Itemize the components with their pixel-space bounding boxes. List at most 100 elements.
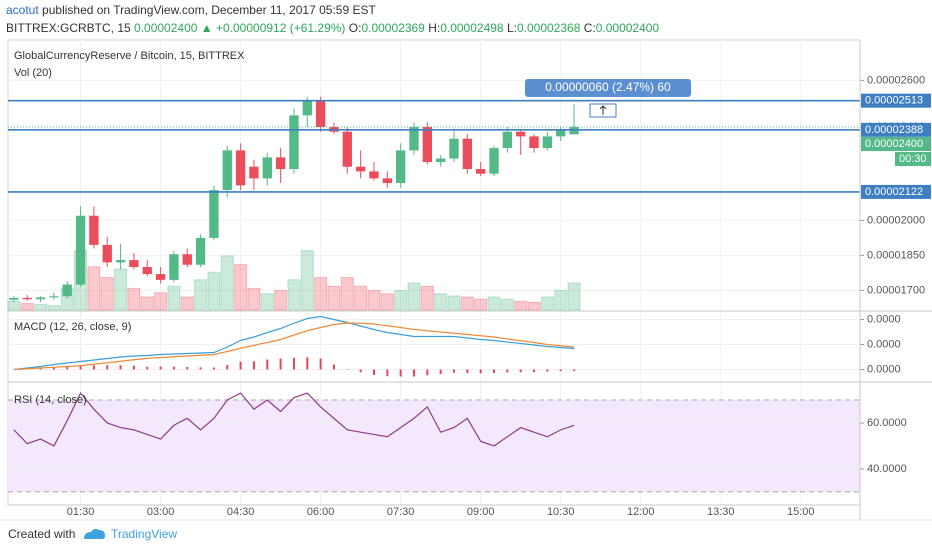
volume-bar (20, 303, 34, 311)
l-label: L: (507, 21, 517, 35)
volume-bar (114, 268, 128, 311)
level-label: 0.00002513 (865, 95, 923, 107)
brand[interactable]: TradingView (111, 527, 177, 541)
published: published on TradingView.com, December 1… (42, 3, 376, 17)
candle-body (115, 260, 126, 263)
volume-bar (207, 271, 221, 311)
macd-histogram-bar (372, 369, 375, 375)
h-value: 0.00002498 (440, 21, 504, 35)
macd-histogram-bar (199, 367, 202, 370)
last-price-label: 0.00002400 (865, 138, 923, 150)
rsi-line (13, 392, 575, 447)
candle-body (9, 297, 19, 300)
volume-bar (247, 287, 261, 311)
candle-body (516, 131, 526, 137)
y-tick-label: 0.0000 (867, 313, 901, 325)
candle-body (436, 158, 446, 163)
x-tick-label: 09:00 (467, 506, 495, 518)
candle-body (422, 127, 432, 163)
volume-bar (327, 285, 341, 311)
macd-histogram-bar (346, 369, 349, 370)
candle-body (476, 169, 486, 174)
candle-body (49, 296, 59, 298)
x-tick-label: 13:30 (707, 506, 735, 518)
macd-histogram-bar (79, 365, 82, 370)
macd-histogram-bar (426, 369, 429, 376)
candle-body (315, 101, 326, 128)
macd-histogram-bar (493, 369, 496, 373)
change: ▲ +0.00000912 (+61.29%) (201, 21, 346, 35)
volume-bar (260, 293, 274, 311)
rsi-band-fill (8, 400, 860, 492)
macd-histogram-bar (159, 366, 162, 370)
macd-histogram-bar (292, 357, 295, 370)
measure-arrow (599, 105, 607, 115)
macd-histogram-bar (306, 357, 309, 370)
macd-line (13, 322, 575, 371)
macd-histogram-bar (279, 358, 282, 370)
h-label: H: (428, 21, 440, 35)
volume-bar (527, 301, 541, 311)
level-label-box (861, 122, 931, 137)
macd-histogram-bar (119, 365, 122, 370)
candle-body (75, 215, 86, 285)
countdown-box (895, 152, 931, 167)
macd-histogram-bar (239, 361, 242, 370)
candle-body (342, 131, 352, 167)
x-tick-label: 15:00 (787, 506, 815, 518)
macd-histogram-bar (519, 369, 522, 373)
macd-histogram-bar (39, 368, 42, 370)
macd-line (13, 315, 575, 371)
macd-histogram-bar (466, 369, 469, 373)
author[interactable]: acotut (6, 3, 39, 17)
c-label: C: (584, 21, 596, 35)
volume-bar (47, 305, 61, 311)
volume-bar (567, 282, 581, 311)
y-tick-label: 0.00002000 (867, 214, 925, 226)
volume-bar (514, 300, 528, 311)
candle-body (102, 244, 112, 263)
c-value: 0.00002400 (596, 21, 660, 35)
volume-bar (140, 296, 154, 311)
volume-bar (234, 264, 248, 311)
volume-bar (7, 300, 21, 311)
o-value: 0.00002369 (361, 21, 425, 35)
macd-histogram-bar (186, 367, 189, 370)
volume-bar (314, 277, 328, 311)
volume-bar (434, 293, 448, 311)
candle-body (129, 260, 139, 268)
volume-bar (274, 290, 288, 311)
macd-histogram-bar (479, 369, 482, 374)
macd-title: MACD (12, 26, close, 9) (14, 321, 131, 333)
candle-body (569, 127, 579, 135)
candle-body (89, 215, 99, 245)
created-with: Created with (8, 527, 75, 541)
price: 0.00002400 (134, 21, 198, 35)
volume-bar (367, 290, 381, 311)
macd-histogram-bar (332, 364, 335, 370)
y-tick-label: 0.0000 (867, 363, 901, 375)
candle-body (542, 136, 553, 149)
macd-histogram-bar (559, 369, 562, 372)
candle-body (489, 148, 499, 174)
volume-bar (474, 298, 488, 311)
macd-histogram-bar (252, 361, 255, 370)
volume-bar (87, 266, 101, 311)
candle-body (369, 171, 379, 179)
candle-body (169, 254, 179, 280)
measure-label: 0.00000060 (2.47%) 60 (545, 80, 671, 94)
macd-histogram-bar (386, 369, 389, 377)
macd-histogram-bar (266, 359, 269, 370)
volume-bar (354, 285, 368, 311)
macd-histogram-bar (52, 366, 55, 370)
x-tick-label: 10:30 (547, 506, 575, 518)
x-tick-label: 03:00 (147, 506, 175, 518)
y-tick-label: 60.0000 (867, 417, 907, 429)
macd-histogram-bar (546, 369, 549, 372)
last-price-box (861, 137, 931, 152)
candle-body (195, 237, 206, 265)
candle-body (155, 274, 166, 280)
candle-body (35, 297, 46, 300)
candle-body (22, 297, 32, 300)
volume-bar (100, 277, 114, 311)
